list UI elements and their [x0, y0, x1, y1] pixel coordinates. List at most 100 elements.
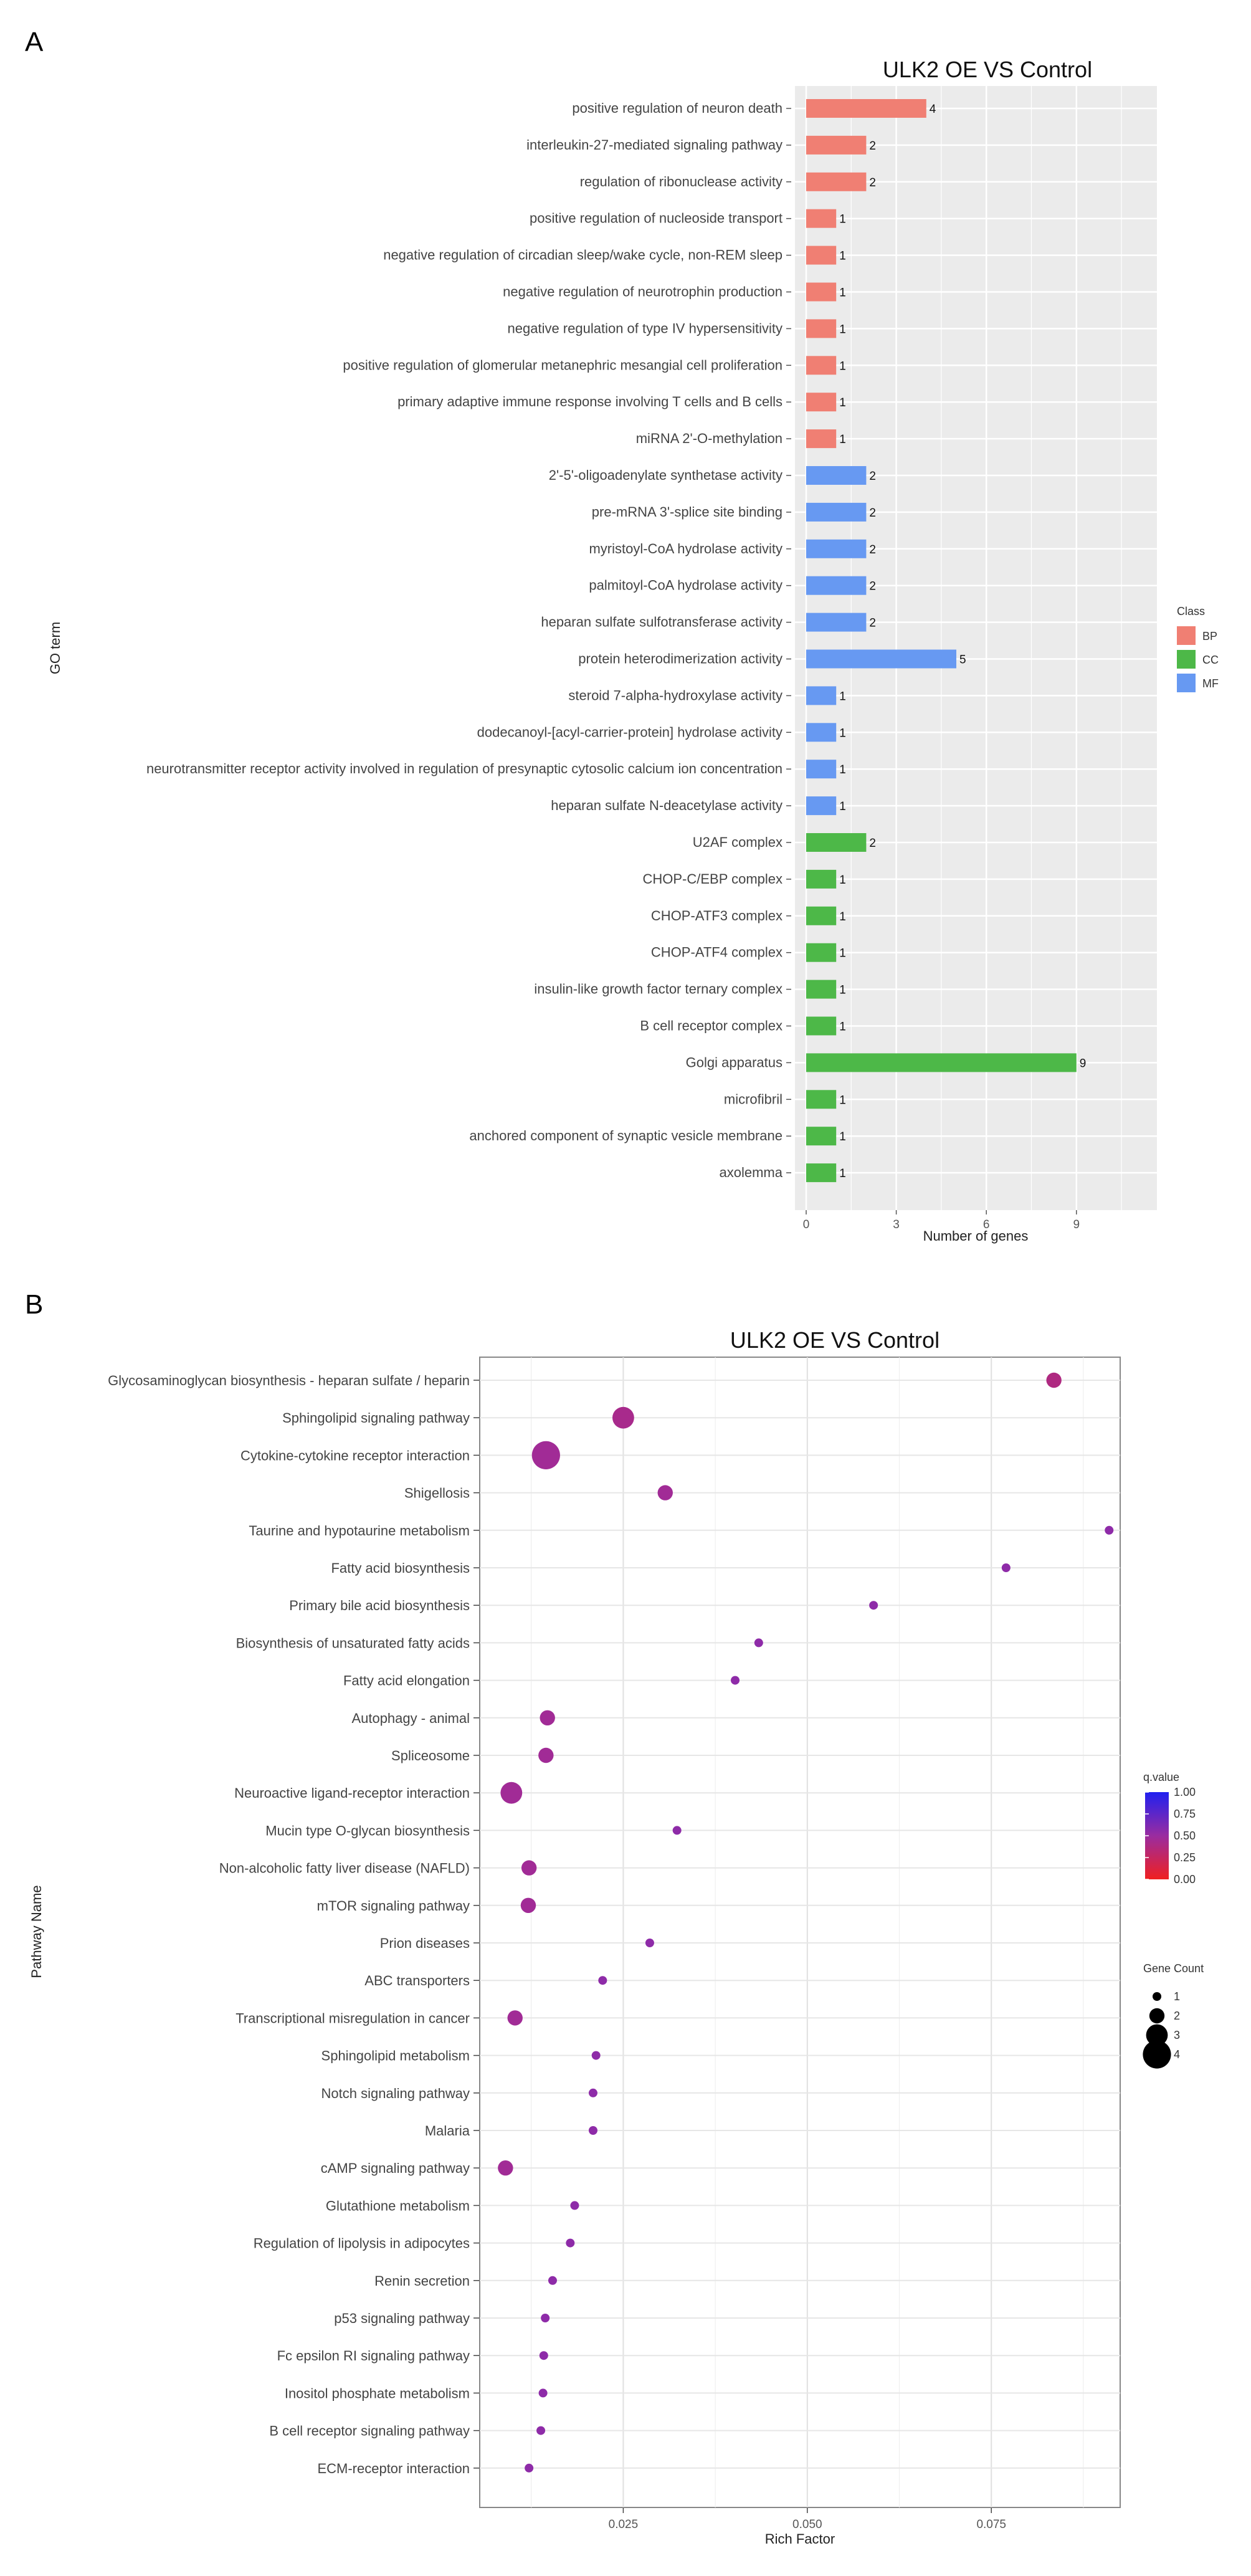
- panel-a-bar-value-label: 2: [869, 507, 876, 520]
- panel-a-bar: [806, 1090, 837, 1109]
- panel-b-point: [525, 2463, 534, 2473]
- panel-a-category-label: CHOP-ATF3 complex: [651, 908, 782, 923]
- panel-b-category-label: Sphingolipid metabolism: [321, 2048, 470, 2064]
- panel-b-title: ULK2 OE VS Control: [730, 1327, 939, 1353]
- panel-a-bar-value-label: 2: [869, 837, 876, 850]
- panel-b-category-label: Cytokine-cytokine receptor interaction: [240, 1448, 470, 1463]
- panel-b-category-label: Fatty acid biosynthesis: [331, 1560, 470, 1576]
- panel-a-bar-value-label: 1: [839, 396, 846, 409]
- panel-a-bar-value-label: 1: [839, 287, 846, 300]
- panel-b-letter: B: [25, 1289, 43, 1320]
- panel-a-x-tick-label: 9: [1073, 1218, 1080, 1231]
- panel-a-x-ticks: 0 3 6 9: [803, 1210, 1080, 1231]
- panel-a-bar: [806, 1127, 837, 1146]
- panel-b-category-label: Glycosaminoglycan biosynthesis - heparan…: [108, 1373, 470, 1388]
- panel-a-bar-value-label: 1: [839, 323, 846, 336]
- panel-a-category-label: axolemma: [720, 1165, 783, 1180]
- panel-a-bar: [806, 502, 867, 522]
- panel-a-bar-value-label: 4: [930, 103, 936, 116]
- panel-b-category-labels: Glycosaminoglycan biosynthesis - heparan…: [108, 1373, 480, 2476]
- panel-a-bar: [806, 869, 837, 889]
- panel-a-category-label: protein heterodimerization activity: [578, 651, 782, 667]
- panel-b-color-bar: [1145, 1792, 1169, 1879]
- panel-a-bar: [806, 135, 867, 155]
- panel-a-category-label: negative regulation of type IV hypersens…: [508, 320, 782, 336]
- panel-a-category-label: CHOP-C/EBP complex: [642, 871, 782, 887]
- panel-a-bar-value-label: 1: [839, 250, 846, 263]
- panel-a-category-label: insulin-like growth factor ternary compl…: [534, 981, 782, 997]
- panel-a-category-label: heparan sulfate N-deacetylase activity: [551, 798, 782, 813]
- panel-a-category-label: dodecanoyl-[acyl-carrier-protein] hydrol…: [477, 724, 782, 740]
- panel-a-bar-value-label: 5: [959, 654, 966, 667]
- panel-b-point: [539, 2351, 548, 2360]
- panel-b-x-ticks: 0.025 0.050 0.075: [609, 2507, 1006, 2531]
- panel-b-point: [521, 1860, 537, 1876]
- panel-a-bars: 4 2 2 1 1 1 1 1 1 1 2 2 2 2 2 5 1 1 1 1 2 1 1 1 1 1 9 1 1 1: [806, 99, 1086, 1183]
- panel-a-bar-value-label: 1: [839, 213, 846, 226]
- panel-a-bar: [806, 319, 837, 338]
- panel-a-category-label: negative regulation of circadian sleep/w…: [383, 247, 782, 263]
- panel-b-point: [548, 2276, 557, 2285]
- panel-b-points: [498, 1372, 1114, 2473]
- panel-a-bar: [806, 833, 867, 852]
- panel-a-bar-value-label: 1: [839, 874, 846, 887]
- panel-a-category-label: B cell receptor complex: [640, 1018, 782, 1034]
- panel-a-bar-value-label: 1: [839, 1021, 846, 1034]
- panel-b-category-label: Glutathione metabolism: [326, 2198, 470, 2213]
- panel-a-bar-value-label: 1: [839, 690, 846, 703]
- panel-a-bar: [806, 980, 837, 999]
- panel-a-bar-value-label: 2: [869, 470, 876, 483]
- panel-a-category-label: Golgi apparatus: [686, 1054, 782, 1070]
- panel-b-point: [507, 2010, 523, 2026]
- panel-b-point: [531, 1441, 560, 1469]
- panel-b-x-tick-label: 0.075: [976, 2518, 1006, 2531]
- panel-a-category-label: positive regulation of glomerular metane…: [343, 357, 782, 373]
- panel-a-plot-background: [795, 86, 1157, 1210]
- panel-a-legend-title: Class: [1177, 605, 1205, 618]
- panel-b-category-label: Transcriptional misregulation in cancer: [235, 2010, 470, 2026]
- panel-a-legend: Class BP CC MF: [1177, 605, 1219, 692]
- panel-a-legend-swatch: [1177, 650, 1196, 669]
- panel-a-category-label: palmitoyl-CoA hydrolase activity: [589, 578, 782, 593]
- panel-a-bar: [806, 282, 837, 302]
- panel-a-x-axis-title: Number of genes: [923, 1228, 1029, 1244]
- panel-a-category-labels: positive regulation of neuron death inter…: [146, 100, 791, 1180]
- panel-a-category-label: 2'-5'-oligoadenylate synthetase activity: [549, 467, 782, 483]
- panel-b-point: [645, 1939, 654, 1947]
- panel-b-x-axis-title: Rich Factor: [765, 2531, 835, 2547]
- panel-b-point: [1046, 1372, 1062, 1388]
- panel-a-category-label: CHOP-ATF4 complex: [651, 945, 782, 960]
- panel-b-point: [598, 1976, 607, 1985]
- panel-a-bar-value-label: 2: [869, 543, 876, 556]
- panel-b-point: [657, 1485, 673, 1500]
- panel-a-bar: [806, 246, 837, 265]
- panel-a-category-label: neurotransmitter receptor activity invol…: [146, 761, 782, 776]
- panel-a-category-label: heparan sulfate sulfotransferase activit…: [541, 614, 782, 630]
- panel-b-category-label: Autophagy - animal: [351, 1710, 470, 1726]
- panel-b-size-legend-dot: [1143, 2040, 1171, 2069]
- panel-b-category-label: Biosynthesis of unsaturated fatty acids: [236, 1635, 470, 1651]
- panel-b-point: [1105, 1525, 1114, 1535]
- panel-a-category-label: negative regulation of neurotrophin prod…: [503, 284, 782, 300]
- panel-b-category-label: Renin secretion: [374, 2273, 470, 2289]
- panel-a-bar-value-label: 1: [839, 984, 846, 997]
- panel-a-bar-value-label: 1: [839, 360, 846, 373]
- panel-a-bar-value-label: 1: [839, 910, 846, 923]
- panel-b-color-legend-title: q.value: [1143, 1771, 1179, 1783]
- panel-a-category-label: interleukin-27-mediated signaling pathwa…: [526, 137, 782, 153]
- panel-b-category-label: Inositol phosphate metabolism: [285, 2385, 470, 2401]
- panel-b-plot-frame: [479, 1357, 1121, 2508]
- panel-a-bar: [806, 686, 837, 705]
- panel-a-legend-label: CC: [1202, 654, 1219, 666]
- panel-b-category-label: Primary bile acid biosynthesis: [289, 1598, 470, 1613]
- panel-b-color-bar-label: 0.75: [1174, 1808, 1196, 1820]
- panel-b: B ULK2 OE VS Control Glycosaminoglycan b…: [25, 1289, 1204, 2547]
- panel-b-point: [591, 2051, 601, 2060]
- panel-a-legend-label: MF: [1202, 677, 1219, 690]
- panel-a-bar: [806, 576, 867, 595]
- panel-a-x-tick-label: 6: [983, 1218, 990, 1231]
- panel-a-title: ULK2 OE VS Control: [883, 57, 1092, 82]
- panel-a-bar: [806, 356, 837, 375]
- panel-b-point: [754, 1638, 763, 1648]
- panel-b-color-bar-label: 0.00: [1174, 1873, 1196, 1886]
